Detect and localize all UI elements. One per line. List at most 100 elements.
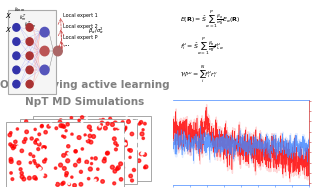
Point	[81, 175, 86, 178]
Point	[111, 133, 116, 136]
Point	[9, 171, 14, 174]
Point	[98, 167, 103, 170]
Point	[57, 141, 62, 144]
Point	[7, 133, 12, 136]
Point	[66, 174, 72, 177]
Point	[84, 149, 89, 153]
Point	[60, 124, 65, 127]
Point	[126, 141, 131, 144]
Point	[73, 132, 78, 135]
Point	[81, 137, 86, 140]
Point	[82, 175, 87, 178]
Point	[63, 124, 68, 127]
Point	[84, 153, 89, 156]
Point	[84, 137, 89, 140]
Point	[100, 119, 106, 122]
Point	[63, 168, 68, 171]
Point	[74, 167, 79, 170]
Point	[118, 174, 123, 177]
Point	[37, 133, 42, 136]
Point	[111, 141, 116, 144]
Point	[131, 168, 136, 171]
Point	[99, 139, 104, 142]
Point	[125, 138, 130, 141]
Point	[139, 153, 144, 156]
Point	[82, 177, 87, 180]
Point	[84, 170, 89, 174]
Point	[79, 153, 84, 156]
Point	[110, 166, 115, 169]
Point	[95, 153, 100, 156]
Point	[15, 145, 20, 148]
Circle shape	[13, 80, 20, 88]
Point	[43, 174, 48, 177]
Point	[20, 155, 26, 158]
Point	[118, 162, 123, 165]
Point	[62, 120, 67, 123]
Point	[139, 121, 144, 124]
Point	[81, 128, 86, 131]
Text: X: X	[5, 27, 10, 33]
Point	[49, 160, 54, 163]
Point	[83, 133, 88, 136]
Point	[36, 164, 41, 167]
Point	[111, 133, 116, 136]
Point	[84, 152, 89, 155]
Point	[57, 120, 62, 123]
Circle shape	[40, 46, 49, 56]
Point	[103, 171, 108, 174]
Point	[55, 127, 60, 130]
Point	[124, 165, 129, 168]
Point	[108, 156, 113, 159]
Point	[123, 142, 128, 145]
Point	[43, 146, 48, 149]
Point	[118, 160, 123, 163]
Point	[31, 140, 36, 143]
Point	[9, 158, 14, 161]
Point	[69, 132, 74, 136]
Point	[66, 135, 71, 138]
Point	[125, 145, 130, 148]
Point	[101, 119, 106, 122]
Point	[120, 121, 125, 124]
Point	[49, 163, 54, 166]
Circle shape	[13, 24, 20, 31]
Point	[58, 174, 63, 177]
Point	[71, 144, 76, 147]
Point	[94, 133, 100, 136]
Point	[62, 136, 67, 139]
Point	[81, 137, 86, 140]
Point	[62, 162, 67, 165]
Point	[118, 178, 123, 181]
Point	[98, 146, 103, 149]
Point	[40, 163, 45, 166]
Point	[62, 159, 67, 162]
Point	[24, 130, 29, 133]
Point	[60, 135, 65, 138]
Point	[72, 184, 77, 187]
Point	[53, 178, 58, 181]
Point	[54, 153, 59, 156]
Point	[66, 176, 72, 179]
Point	[34, 170, 39, 174]
Point	[106, 156, 111, 159]
Point	[51, 167, 56, 170]
Point	[80, 147, 85, 150]
Point	[112, 128, 117, 131]
Point	[85, 130, 90, 133]
Point	[105, 152, 110, 155]
Point	[41, 177, 46, 180]
Point	[136, 159, 141, 162]
Point	[123, 159, 128, 162]
Point	[94, 178, 99, 181]
Point	[69, 176, 74, 179]
Point	[65, 140, 70, 143]
Point	[44, 128, 49, 131]
Point	[132, 160, 137, 163]
Point	[28, 153, 33, 156]
Point	[111, 167, 116, 170]
Point	[59, 166, 64, 169]
Point	[94, 138, 99, 141]
Point	[128, 164, 133, 167]
Point	[77, 151, 83, 154]
